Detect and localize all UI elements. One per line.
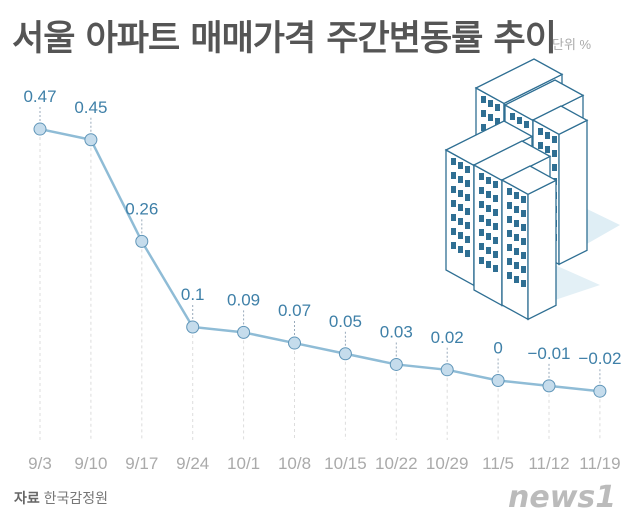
x-tick-label: 11/5: [482, 454, 514, 473]
unit-label: 단위 %: [552, 37, 592, 52]
data-point: [33, 122, 47, 136]
data-label: 0.09: [227, 290, 260, 309]
data-label: 0.02: [431, 328, 464, 347]
x-tick-label: 9/3: [28, 454, 52, 473]
building-block: [500, 165, 558, 321]
data-label: −0.01: [527, 344, 570, 363]
source-label: 자료: [14, 490, 40, 506]
data-point: [593, 384, 607, 398]
data-point: [135, 234, 149, 248]
x-tick-label: 9/17: [125, 454, 158, 473]
x-tick-label: 11/12: [528, 454, 569, 473]
data-label: 0: [493, 339, 502, 358]
data-point: [542, 379, 556, 393]
data-label: 0.03: [380, 322, 413, 341]
data-point: [237, 325, 251, 339]
data-label: 0.47: [23, 87, 56, 106]
x-tick-label: 10/1: [227, 454, 260, 473]
x-tick-label: 9/24: [176, 454, 209, 473]
x-tick-label: 10/8: [278, 454, 311, 473]
chart-title: 서울 아파트 매매가격 주간변동률 추이: [12, 19, 557, 59]
data-point: [338, 347, 352, 361]
x-tick-label: 9/10: [74, 454, 107, 473]
source-note: 자료 한국감정원: [14, 488, 108, 508]
data-label: 0.26: [125, 199, 158, 218]
x-tick-label: 10/22: [375, 454, 418, 473]
x-tick-label: 10/15: [324, 454, 367, 473]
data-label: 0.1: [181, 285, 205, 304]
news1-logo: news1: [508, 480, 617, 515]
data-label: 0.05: [329, 312, 362, 331]
series-line: [39, 127, 601, 393]
source-name: 한국감정원: [43, 490, 109, 506]
data-point: [389, 357, 403, 371]
data-point: [440, 363, 454, 377]
data-label: 0.45: [74, 98, 107, 117]
data-point: [84, 133, 98, 147]
x-tick-label: 10/29: [426, 454, 469, 473]
data-label: −0.02: [578, 349, 621, 368]
data-label: 0.07: [278, 301, 311, 320]
x-tick-label: 11/19: [579, 454, 620, 473]
data-point: [288, 336, 301, 350]
data-point: [491, 374, 505, 387]
data-point: [186, 320, 200, 334]
